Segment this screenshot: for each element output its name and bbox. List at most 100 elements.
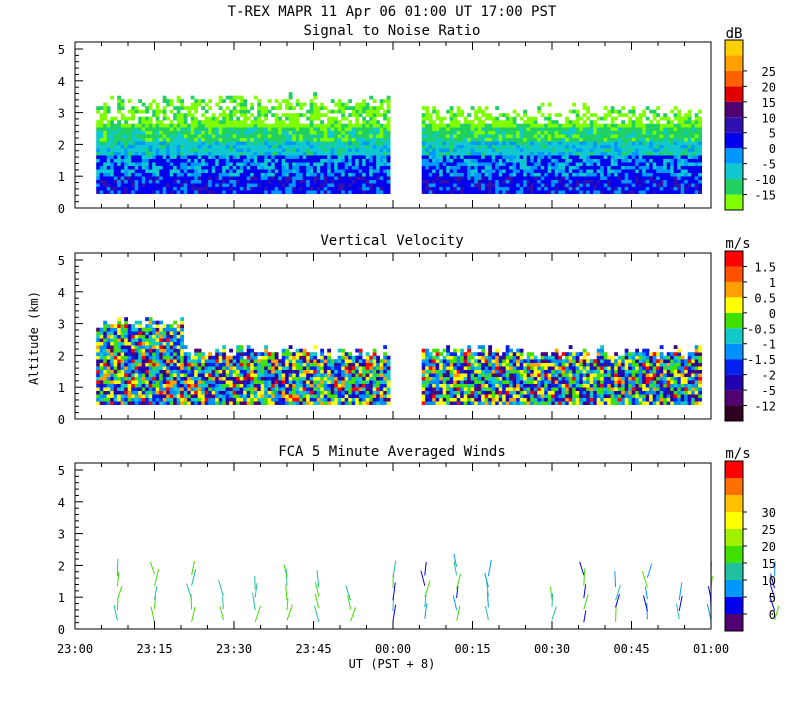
field-cell	[124, 152, 128, 156]
field-cell	[352, 180, 356, 184]
field-cell	[166, 338, 170, 342]
field-cell	[226, 134, 230, 138]
field-cell	[467, 187, 471, 191]
field-cell	[502, 162, 506, 166]
field-cell	[565, 176, 569, 180]
field-cell	[292, 106, 296, 110]
field-cell	[170, 373, 174, 377]
field-cell	[170, 176, 174, 180]
field-cell	[635, 180, 639, 184]
field-cell	[180, 183, 184, 187]
field-cell	[604, 159, 608, 163]
field-cell	[324, 134, 328, 138]
field-cell	[194, 117, 198, 121]
field-cell	[460, 176, 464, 180]
field-cell	[446, 134, 450, 138]
field-cell	[117, 363, 121, 367]
field-cell	[177, 148, 181, 152]
field-cell	[590, 159, 594, 163]
field-cell	[128, 342, 132, 346]
field-cell	[572, 173, 576, 177]
field-cell	[121, 324, 125, 328]
field-cell	[222, 384, 226, 388]
field-cell	[257, 401, 261, 405]
field-cell	[467, 166, 471, 170]
field-cell	[275, 134, 279, 138]
field-cell	[376, 138, 380, 142]
field-cell	[492, 141, 496, 145]
field-cell	[590, 141, 594, 145]
field-cell	[215, 349, 219, 353]
field-cell	[621, 190, 625, 194]
field-cell	[159, 349, 163, 353]
field-cell	[145, 110, 149, 114]
field-cell	[576, 162, 580, 166]
field-cell	[607, 124, 611, 128]
field-cell	[261, 159, 265, 163]
field-cell	[362, 162, 366, 166]
field-cell	[243, 187, 247, 191]
field-cell	[135, 110, 139, 114]
field-cell	[229, 169, 233, 173]
field-cell	[201, 173, 205, 177]
field-cell	[422, 176, 426, 180]
field-cell	[541, 190, 545, 194]
field-cell	[663, 190, 667, 194]
field-cell	[450, 145, 454, 149]
field-cell	[597, 124, 601, 128]
field-cell	[247, 148, 251, 152]
field-cell	[320, 113, 324, 117]
field-cell	[303, 166, 307, 170]
field-cell	[243, 401, 247, 405]
field-cell	[187, 387, 191, 391]
field-cell	[257, 352, 261, 356]
field-cell	[660, 138, 664, 142]
field-cell	[296, 124, 300, 128]
field-cell	[523, 183, 527, 187]
field-cell	[551, 155, 555, 159]
field-cell	[222, 131, 226, 135]
field-cell	[695, 176, 699, 180]
field-cell	[219, 380, 223, 384]
field-cell	[236, 96, 240, 100]
field-cell	[128, 401, 132, 405]
field-cell	[541, 187, 545, 191]
field-cell	[285, 148, 289, 152]
field-cell	[107, 349, 111, 353]
field-cell	[166, 359, 170, 363]
field-cell	[149, 338, 153, 342]
field-cell	[254, 145, 258, 149]
field-cell	[268, 131, 272, 135]
field-cell	[670, 138, 674, 142]
field-cell	[222, 370, 226, 374]
field-cell	[670, 155, 674, 159]
field-cell	[128, 169, 132, 173]
field-cell	[107, 342, 111, 346]
field-cell	[593, 131, 597, 135]
field-cell	[215, 131, 219, 135]
field-cell	[271, 377, 275, 381]
field-cell	[334, 138, 338, 142]
field-cell	[292, 138, 296, 142]
field-cell	[310, 173, 314, 177]
field-cell	[593, 187, 597, 191]
field-cell	[166, 117, 170, 121]
field-cell	[530, 187, 534, 191]
field-cell	[674, 180, 678, 184]
field-cell	[523, 166, 527, 170]
field-cell	[334, 103, 338, 107]
field-cell	[320, 134, 324, 138]
field-cell	[285, 391, 289, 395]
field-cell	[341, 176, 345, 180]
field-cell	[527, 120, 531, 124]
field-cell	[107, 363, 111, 367]
field-cell	[124, 324, 128, 328]
field-cell	[219, 148, 223, 152]
field-cell	[348, 134, 352, 138]
field-cell	[180, 162, 184, 166]
field-cell	[331, 173, 335, 177]
field-cell	[516, 162, 520, 166]
field-cell	[257, 103, 261, 107]
field-cell	[562, 141, 566, 145]
field-cell	[240, 127, 244, 131]
